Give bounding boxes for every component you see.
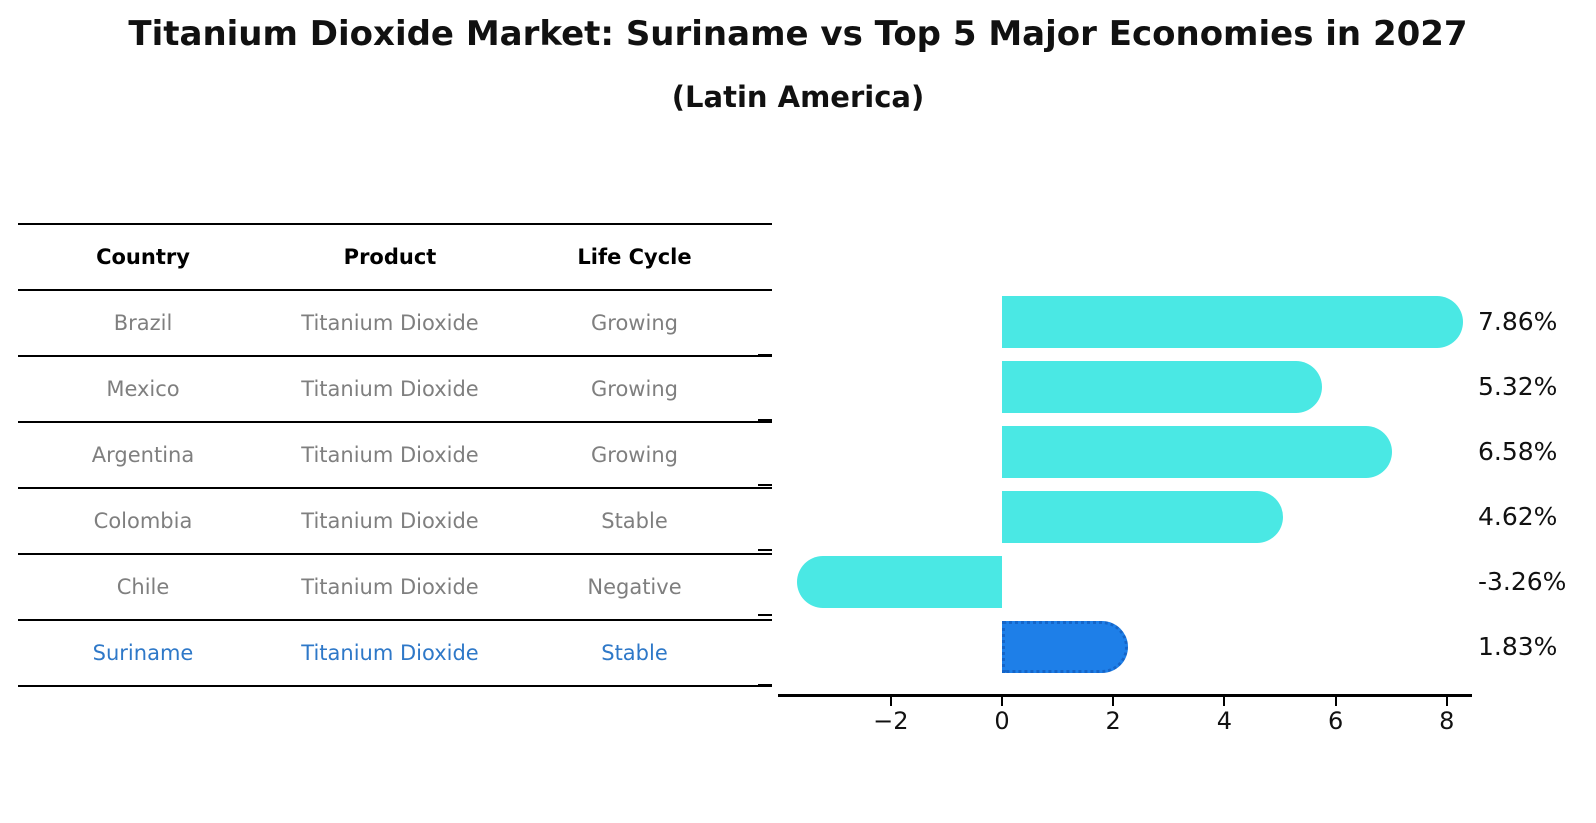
x-tick-label--2: −2: [873, 707, 909, 735]
cell-life-cycle: Growing: [591, 377, 678, 401]
table-header-life-cycle: Life Cycle: [577, 245, 692, 269]
y-tick-4: [758, 549, 772, 551]
x-tick-2: [1112, 696, 1115, 706]
x-tick-0: [1001, 696, 1003, 706]
bar-colombia: [1002, 491, 1283, 543]
table-row-colombia: Colombia Titanium Dioxide Stable: [18, 489, 772, 555]
x-tick-label-0: 0: [994, 707, 1010, 735]
cell-product: Titanium Dioxide: [301, 311, 479, 335]
cell-product: Titanium Dioxide: [301, 377, 479, 401]
cell-product: Titanium Dioxide: [301, 443, 479, 467]
x-tick-label-8: 8: [1439, 707, 1455, 735]
y-tick-3: [758, 484, 772, 486]
table-row-chile: Chile Titanium Dioxide Negative: [18, 555, 772, 621]
table-row-argentina: Argentina Titanium Dioxide Growing: [18, 423, 772, 489]
x-tick-label-6: 6: [1327, 707, 1344, 735]
bar-brazil: [1002, 296, 1464, 348]
x-tick--2: [889, 696, 892, 706]
table-row-suriname: Suriname Titanium Dioxide Stable: [18, 621, 772, 687]
cell-country: Argentina: [91, 443, 195, 467]
table-header-country: Country: [96, 245, 190, 269]
cell-country: Brazil: [113, 311, 173, 335]
cell-life-cycle: Growing: [591, 311, 678, 335]
cell-life-cycle: Growing: [591, 443, 678, 467]
value-label-mexico: 5.32%: [1478, 372, 1558, 401]
table-body: Brazil Titanium Dioxide Growing Mexico Titan…: [18, 291, 772, 687]
cell-life-cycle: Negative: [587, 575, 682, 599]
value-label-brazil: 7.86%: [1478, 307, 1558, 336]
bar-argentina: [1002, 426, 1392, 478]
cell-life-cycle: Stable: [601, 641, 668, 665]
cell-product: Titanium Dioxide: [301, 641, 479, 665]
x-tick-6: [1334, 696, 1337, 706]
value-label-suriname: 1.83%: [1478, 632, 1558, 661]
bar-mexico: [1002, 361, 1322, 413]
x-tick-label-2: 2: [1105, 707, 1121, 735]
cell-country: Colombia: [93, 509, 193, 533]
chart-title: Titanium Dioxide Market: Suriname vs Top…: [128, 14, 1468, 54]
x-tick-4: [1223, 696, 1226, 706]
table-row-brazil: Brazil Titanium Dioxide Growing: [18, 291, 772, 357]
bar-chile: [796, 556, 1002, 608]
table-row-mexico: Mexico Titanium Dioxide Growing: [18, 357, 772, 423]
table-header-row: Country Product Life Cycle: [18, 225, 772, 291]
table-header-product: Product: [343, 245, 437, 269]
value-label-argentina: 6.58%: [1478, 437, 1558, 466]
cell-product: Titanium Dioxide: [301, 575, 479, 599]
y-tick-2: [758, 419, 772, 421]
cell-country: Chile: [116, 575, 170, 599]
cell-life-cycle: Stable: [601, 509, 668, 533]
chart-subtitle: (Latin America): [671, 80, 925, 114]
x-axis-spine: [778, 694, 1472, 697]
y-tick-1: [758, 354, 772, 356]
cell-product: Titanium Dioxide: [301, 509, 479, 533]
y-tick-5: [758, 614, 772, 616]
y-tick-0: [758, 289, 772, 291]
y-tick-6: [758, 684, 772, 686]
bar-suriname: [1002, 621, 1128, 673]
value-label-chile: -3.26%: [1478, 567, 1567, 596]
country-table: Country Product Life Cycle Brazil Titaniu…: [18, 223, 772, 687]
x-tick-label-4: 4: [1216, 707, 1233, 735]
x-tick-8: [1445, 696, 1448, 706]
value-label-colombia: 4.62%: [1478, 502, 1558, 531]
cell-country: Suriname: [92, 641, 194, 665]
cell-country: Mexico: [106, 377, 180, 401]
